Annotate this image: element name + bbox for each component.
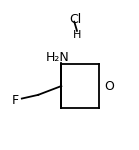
Text: F: F — [11, 94, 19, 106]
Text: H: H — [73, 30, 81, 39]
Text: O: O — [104, 80, 114, 93]
Text: H₂N: H₂N — [46, 51, 69, 64]
Text: Cl: Cl — [70, 13, 82, 26]
